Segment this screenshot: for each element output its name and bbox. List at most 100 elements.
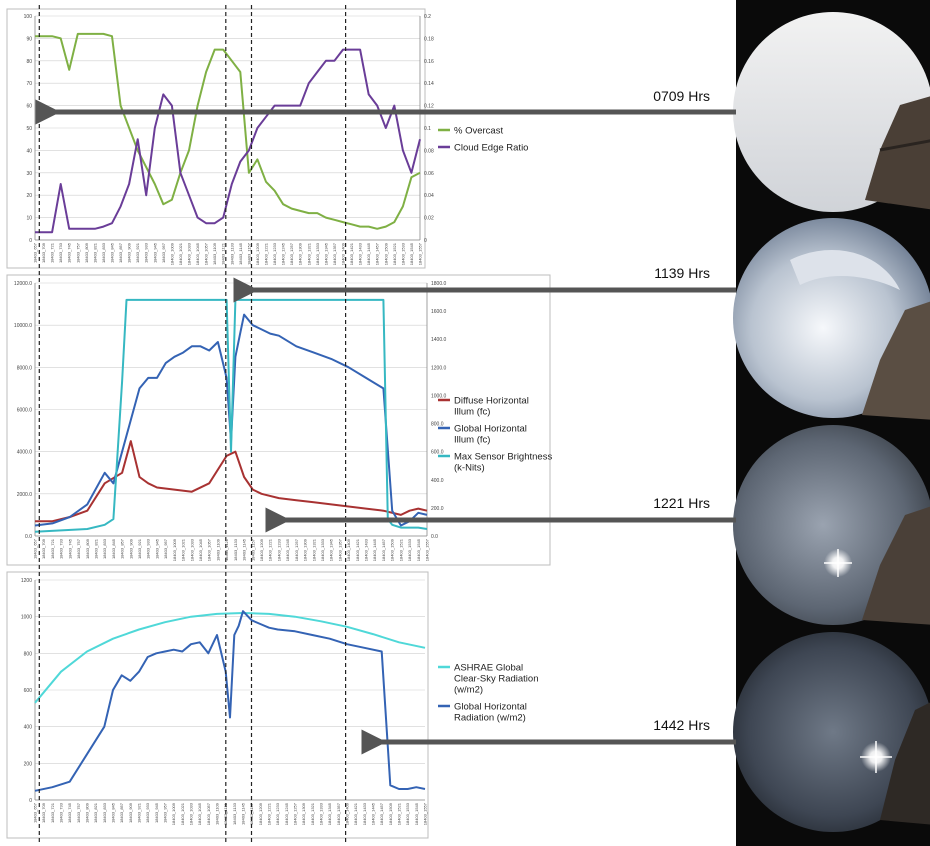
x-tick-label: 18403_1533	[405, 802, 410, 825]
x-tick-label: 18403_709	[41, 802, 46, 823]
x-tick-label: 18403_909	[128, 538, 133, 559]
x-tick-label: 18403_933	[144, 242, 149, 263]
legend-entry: Diffuse Horizontal Illum (fc)	[454, 396, 529, 418]
x-tick-label: 18403_757	[76, 538, 81, 559]
y-tick-right: 0	[424, 238, 427, 244]
y-tick-right: 0.12	[424, 104, 434, 110]
x-tick-label: 18403_857	[119, 802, 124, 823]
x-tick-label: 18403_1021	[180, 802, 185, 825]
x-tick-label: 18403_1409	[345, 802, 350, 825]
x-tick-label: 18403_1233	[276, 538, 281, 561]
x-tick-label: 18403_945	[154, 538, 159, 559]
x-tick-label: 18403_845	[110, 242, 115, 263]
legend-entry: Cloud Edge Ratio	[454, 143, 528, 154]
time-arrows: 0709 Hrs 1139 Hrs 1221 Hrs 1442 Hrs	[35, 88, 736, 755]
x-tick-label: 18403_1157	[250, 538, 255, 561]
y-tick-left: 10000.0	[14, 323, 32, 329]
y-tick-right: 0.16	[424, 59, 434, 65]
x-tick-label: 18403_1033	[189, 802, 194, 825]
x-tick-label: 18403_657	[33, 538, 38, 559]
y-tick-left: 0	[29, 798, 32, 804]
x-tick-label: 18403_1057	[207, 538, 212, 561]
x-tick-label: 18403_1309	[303, 538, 308, 561]
x-tick-label: 18403_745	[67, 802, 72, 823]
x-tick-label: 18403_1557	[423, 802, 428, 825]
x-tick-label: 18403_1245	[281, 242, 286, 265]
y-tick-right: 800.0	[431, 422, 444, 428]
x-tick-label: 18403_1109	[212, 242, 217, 265]
x-tick-label: 18403_1333	[319, 802, 324, 825]
x-tick-label: 18403_1545	[416, 538, 421, 561]
x-tick-label: 18403_1045	[197, 802, 202, 825]
x-tick-label: 18403_1445	[366, 242, 371, 265]
x-tick-label: 18403_1433	[362, 802, 367, 825]
x-tick-label: 18403_1233	[275, 802, 280, 825]
x-tick-label: 18403_833	[102, 538, 107, 559]
y-tick-right: 0.18	[424, 36, 434, 42]
x-tick-label: 18403_957	[163, 802, 168, 823]
time-label-0709: 0709 Hrs	[653, 88, 710, 104]
x-tick-label: 18403_1109	[215, 538, 220, 561]
y-tick-left: 8000.0	[17, 365, 33, 371]
x-tick-label: 18403_1321	[311, 538, 316, 561]
y-tick-left: 80	[26, 59, 32, 65]
x-tick-label: 18403_945	[154, 802, 159, 823]
y-tick-right: 0.0	[431, 534, 438, 540]
x-tick-label: 18403_1333	[320, 538, 325, 561]
x-tick-label: 18403_1257	[289, 242, 294, 265]
x-tick-label: 18403_957	[161, 242, 166, 263]
x-tick-label: 18403_1209	[259, 538, 264, 561]
sky-photo-0709	[733, 12, 930, 212]
y-tick-right: 600.0	[431, 450, 444, 456]
y-tick-left: 60	[26, 104, 32, 110]
time-label-1139: 1139 Hrs	[654, 265, 710, 281]
x-tick-label: 18403_1445	[371, 802, 376, 825]
chart-radiation: 0 200 400 600 800 1000 1200 18403_657 18403_709 1…	[6, 571, 538, 839]
x-tick-label: 18403_1357	[337, 538, 342, 561]
x-tick-label: 18403_1421	[353, 802, 358, 825]
x-tick-label: 18403_933	[146, 538, 151, 559]
x-tick-label: 18403_1009	[171, 802, 176, 825]
x-tick-label: 18403_1521	[392, 242, 397, 265]
x-tick-label: 18403_1309	[298, 242, 303, 265]
y-tick-right: 0.2	[424, 14, 431, 20]
x-tick-label: 18403_1433	[364, 538, 369, 561]
x-tick-label: 18403_1045	[198, 538, 203, 561]
y-tick-left: 40	[26, 148, 32, 154]
series-line-1	[34, 610, 426, 792]
x-tick-label: 18403_1133	[233, 538, 238, 561]
sky-photo-1139	[733, 218, 930, 420]
x-tick-label: 18403_909	[127, 242, 132, 263]
y-tick-left: 20	[26, 193, 32, 199]
x-tick-label: 18403_921	[137, 538, 142, 559]
x-tick-label: 18403_809	[84, 242, 89, 263]
x-tick-label: 18403_1309	[301, 802, 306, 825]
x-tick-label: 18403_1333	[315, 242, 320, 265]
x-tick-label: 18403_733	[59, 538, 64, 559]
sky-photos	[733, 0, 930, 846]
x-tick-label: 18403_657	[33, 242, 38, 263]
x-tick-label: 18403_657	[33, 802, 38, 823]
x-tick-label: 18403_1121	[224, 538, 229, 561]
sky-photo-1221	[733, 425, 930, 625]
y-tick-left: 0.0	[25, 534, 32, 540]
y-tick-left: 30	[26, 171, 32, 177]
x-tick-label: 18403_1409	[346, 538, 351, 561]
x-tick-label: 18403_1421	[355, 538, 360, 561]
x-tick-label: 18403_1133	[232, 802, 237, 825]
x-tick-label: 18403_757	[76, 802, 81, 823]
x-tick-label: 18403_1221	[267, 802, 272, 825]
x-tick-label: 18403_733	[59, 802, 64, 823]
x-tick-label: 18403_1533	[400, 242, 405, 265]
x-tick-label: 18403_821	[93, 802, 98, 823]
x-tick-label: 18403_1209	[255, 242, 260, 265]
x-tick-label: 18403_809	[85, 802, 90, 823]
x-tick-label: 18403_1245	[284, 802, 289, 825]
time-label-1221: 1221 Hrs	[653, 495, 710, 511]
x-tick-label: 18403_1409	[341, 242, 346, 265]
x-tick-label: 18403_833	[101, 242, 106, 263]
legend-entry: Max Sensor Brightness (k-Nits)	[454, 452, 552, 474]
x-tick-label: 18403_1033	[189, 538, 194, 561]
x-tick-label: 18403_1145	[242, 538, 247, 561]
